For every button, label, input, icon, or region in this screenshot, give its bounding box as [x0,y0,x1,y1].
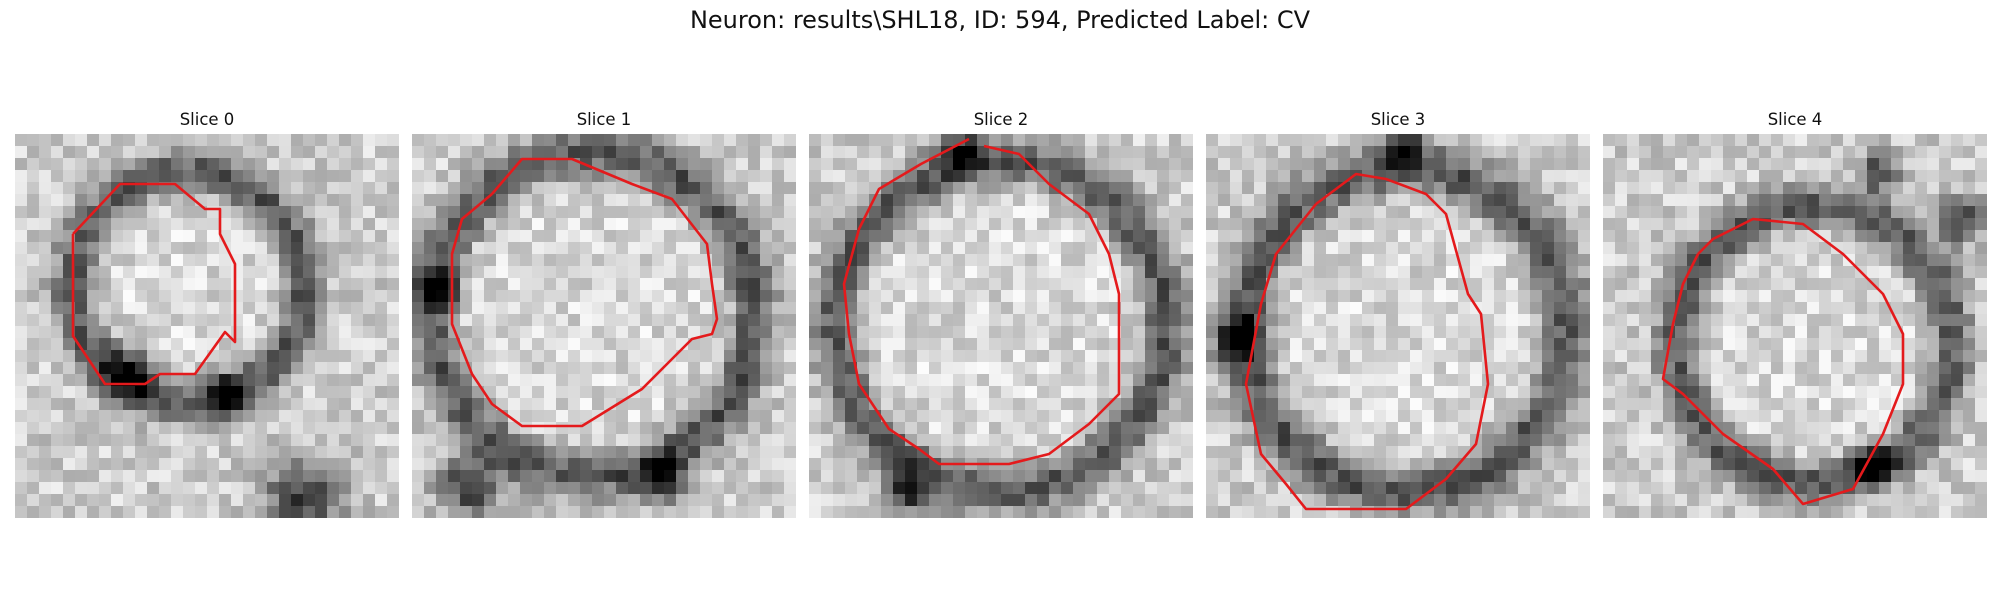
slice-title-2: Slice 2 [973,110,1029,129]
slice-image-3 [1206,134,1590,518]
slice-title-1: Slice 1 [576,110,632,129]
slice-image-1 [412,134,796,518]
slice-image-4 [1603,134,1987,518]
slice-title-3: Slice 3 [1370,110,1426,129]
micrograph-slice [809,134,1193,518]
slice-image-0 [15,134,399,518]
segmentation-contour [1244,172,1490,511]
slice-title-0: Slice 0 [179,110,235,129]
segmentation-contour [1661,217,1905,506]
segmentation-contour [71,182,237,386]
micrograph-slice [1206,134,1590,518]
micrograph-slice [412,134,796,518]
pixel-grid [15,134,399,518]
micrograph-slice [15,134,399,518]
pixel-grid [412,134,796,518]
slice-image-2 [809,134,1193,518]
pixel-grid [1603,134,1987,518]
segmentation-contour [842,137,1121,466]
figure-title: Neuron: results\SHL18, ID: 594, Predicte… [689,6,1311,34]
micrograph-slice [1603,134,1987,518]
pixel-grid [809,134,1193,518]
slice-title-4: Slice 4 [1767,110,1823,129]
segmentation-contour [450,157,719,428]
pixel-grid [1206,134,1590,518]
